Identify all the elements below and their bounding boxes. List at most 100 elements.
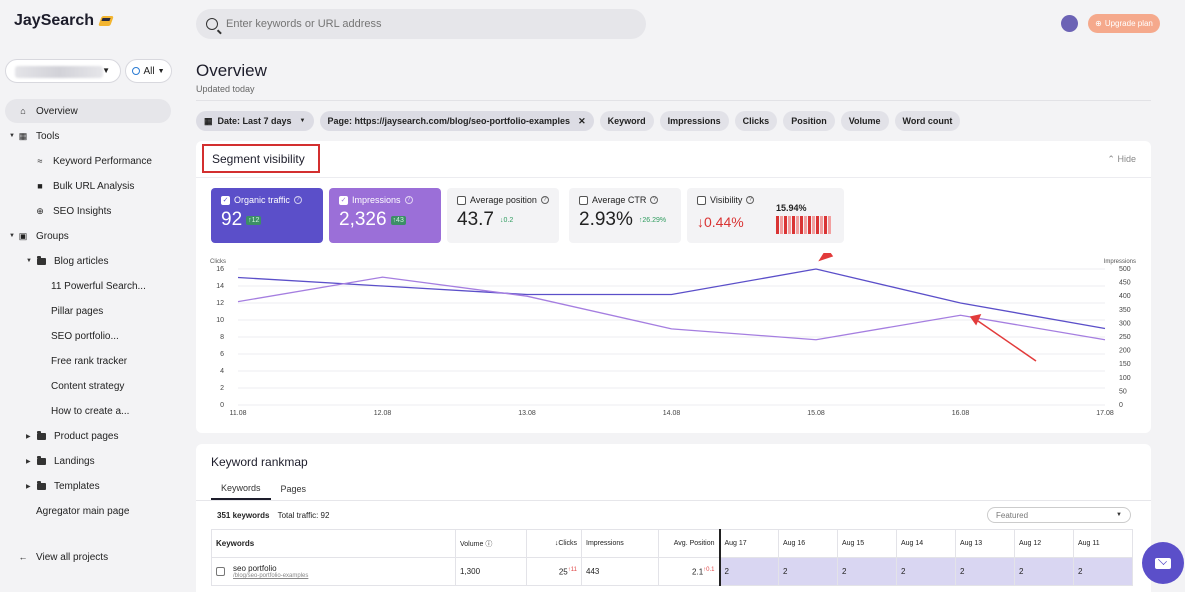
sidebar-item-pillar-pages[interactable]: Pillar pages (5, 299, 171, 323)
caret-right-icon[interactable]: ▶ (26, 434, 31, 440)
sidebar-item-seo-portfolio[interactable]: SEO portfolio... (5, 324, 171, 348)
y-tick-label-right: 500 (1119, 266, 1131, 273)
checkbox-icon[interactable] (457, 195, 466, 205)
app-logo[interactable]: JaySearch (14, 12, 114, 30)
avatar[interactable] (1061, 15, 1078, 32)
column-header-clicks[interactable]: ↓Clicks (526, 529, 582, 558)
column-header-avg-position[interactable]: Avg. Position (658, 529, 720, 558)
sidebar-item-free-rank-tracker[interactable]: Free rank tracker (5, 349, 171, 373)
metric-impressions[interactable]: ✓ Impressions? 2,326 ↑43 (329, 188, 441, 243)
hide-button[interactable]: ⌃ Hide (1107, 154, 1136, 165)
chevron-down-icon: ▼ (102, 66, 110, 75)
metric-delta: ↑43 (390, 215, 406, 225)
column-header-keywords[interactable]: Keywords (211, 529, 456, 558)
sort-select[interactable]: Featured ▼ (987, 507, 1131, 523)
column-header-date: Aug 12 (1014, 529, 1074, 558)
sidebar-item-tools[interactable]: ▦ Tools (5, 124, 171, 148)
date-position-cell: 2 (896, 557, 956, 586)
caret-down-icon[interactable]: ▼ (26, 258, 32, 264)
sidebar-item-product-pages[interactable]: Product pages (5, 424, 171, 448)
home-icon: ⌂ (20, 106, 26, 116)
info-icon[interactable]: ? (293, 196, 302, 204)
x-tick-label: 11.08 (230, 410, 247, 417)
view-all-projects-link[interactable]: ← View all projects (5, 545, 171, 569)
metric-visibility[interactable]: Visibility? ↓0.44% 15.94% (687, 188, 844, 243)
sort-select-label: Featured (996, 510, 1029, 520)
checkbox-checked-icon[interactable]: ✓ (221, 195, 230, 205)
caret-down-icon[interactable]: ▼ (9, 233, 15, 239)
filter-chip-keyword[interactable]: Keyword (599, 111, 654, 131)
caret-right-icon[interactable]: ▶ (26, 484, 31, 490)
search-bar[interactable] (196, 9, 646, 39)
upgrade-plan-button[interactable]: ⊕ Upgrade plan (1088, 14, 1160, 33)
filter-chip-label: Word count (902, 116, 953, 126)
chart-series (237, 268, 1106, 341)
sort-down-icon: ↓ (554, 540, 559, 547)
info-icon[interactable]: ? (540, 196, 549, 204)
sidebar-item-landings[interactable]: Landings (5, 449, 171, 473)
sidebar-item-agregator-main-page[interactable]: Agregator main page (5, 499, 171, 523)
info-icon[interactable]: ? (404, 196, 413, 204)
upgrade-icon: ⊕ (1095, 19, 1102, 28)
sidebar-item-label: Free rank tracker (51, 355, 128, 367)
tab-keywords[interactable]: Keywords (211, 478, 271, 500)
sidebar-item-templates[interactable]: Templates (5, 474, 171, 498)
globe-icon (132, 67, 141, 75)
y-tick-label-right: 150 (1119, 361, 1131, 368)
metric-average-ctr[interactable]: Average CTR? 2.93% ↑26.29% (569, 188, 681, 243)
info-icon[interactable]: ⓘ (485, 540, 493, 548)
checkbox-icon[interactable] (697, 195, 706, 205)
filter-chip-volume[interactable]: Volume (840, 111, 889, 131)
sidebar-item-seo-insights[interactable]: ⊕ SEO Insights (5, 199, 171, 223)
keyword-url-link[interactable]: /blog/seo-portfolio-examples (233, 573, 309, 579)
column-header-impressions[interactable]: Impressions (581, 529, 659, 558)
caret-right-icon[interactable]: ▶ (26, 459, 31, 465)
filter-chip-word-count[interactable]: Word count (894, 111, 961, 131)
info-icon[interactable]: ? (650, 196, 659, 204)
sidebar-item-blog-articles[interactable]: Blog articles (5, 249, 171, 273)
close-icon[interactable]: ✕ (578, 115, 586, 126)
app-name: JaySearch (14, 12, 95, 29)
keyword-count-label: 351 keywords (217, 511, 270, 520)
logo-bird-icon (98, 14, 114, 28)
metric-average-position[interactable]: Average position? 43.7 ↓0.2 (447, 188, 559, 243)
sidebar-item-groups[interactable]: ▣ Groups (5, 224, 171, 248)
chat-support-button[interactable] (1142, 542, 1184, 584)
sidebar-item-how-to-create[interactable]: How to create a... (5, 399, 171, 423)
checkbox-checked-icon[interactable]: ✓ (339, 195, 348, 205)
sidebar-item-keyword-performance[interactable]: ≈ Keyword Performance (5, 149, 171, 173)
mail-icon (1155, 557, 1171, 569)
filter-chip-position[interactable]: Position (783, 111, 835, 131)
info-icon[interactable]: ? (746, 196, 755, 204)
search-input[interactable] (226, 18, 606, 30)
project-select[interactable]: ▼ (5, 59, 121, 83)
checkbox-icon[interactable] (579, 195, 588, 205)
metric-value: 2.93% (579, 209, 633, 230)
metric-organic-traffic[interactable]: ✓ Organic traffic? 92 ↑12 (211, 188, 323, 243)
segment-visibility-card: Segment visibility ⌃ Hide ✓ Organic traff… (196, 141, 1151, 433)
table-header-row: Keywords Volume ⓘ ↓Clicks Impressions Av… (211, 529, 1133, 558)
sidebar-item-overview[interactable]: ⌂ Overview (5, 99, 171, 123)
y-tick-label-left: 16 (216, 266, 224, 273)
table-row[interactable]: seo portfolio /blog/seo-portfolio-exampl… (211, 557, 1133, 586)
column-header-volume[interactable]: Volume ⓘ (455, 529, 527, 558)
date-filter-chip[interactable]: ▦ Date: Last 7 days ▼ (196, 111, 314, 131)
sidebar-item-11-powerful-search[interactable]: 11 Powerful Search... (5, 274, 171, 298)
sidebar-item-bulk-url-analysis[interactable]: ■ Bulk URL Analysis (5, 174, 171, 198)
page-filter-chip[interactable]: Page: https://jaysearch.com/blog/seo-por… (319, 111, 594, 131)
total-traffic-label: Total traffic: 92 (277, 511, 330, 520)
filter-chip-impressions[interactable]: Impressions (659, 111, 729, 131)
caret-down-icon[interactable]: ▼ (9, 133, 15, 139)
series-line-clicks (237, 268, 1106, 330)
sidebar-item-content-strategy[interactable]: Content strategy (5, 374, 171, 398)
x-tick-label: 17.08 (1096, 410, 1114, 417)
metric-label: Average position (470, 195, 537, 205)
region-select[interactable]: All ▼ (125, 59, 172, 83)
filter-chip-clicks[interactable]: Clicks (734, 111, 778, 131)
keyword-text[interactable]: seo portfolio (233, 564, 277, 573)
date-filter-label: Date: Last 7 days (217, 116, 292, 126)
checkbox-icon[interactable] (216, 567, 225, 576)
metric-label: Organic traffic (234, 195, 290, 205)
tab-pages[interactable]: Pages (280, 484, 307, 494)
date-position-cell: 2 (955, 557, 1015, 586)
